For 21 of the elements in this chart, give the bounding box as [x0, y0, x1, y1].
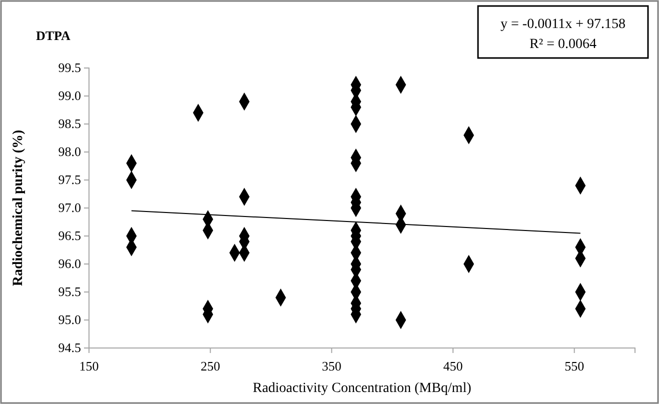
text: R² = 0.0064 — [530, 37, 596, 52]
y-tick-label: 96.5 — [58, 228, 81, 244]
x-tick-label: 350 — [322, 358, 342, 374]
y-axis-title: Radiochemical purity (%) — [11, 130, 26, 286]
x-tick-label: 150 — [79, 358, 99, 374]
y-tick-label: 95.5 — [58, 284, 81, 300]
text: y = -0.0011x + 97.158 — [500, 17, 626, 32]
y-tick-label: 97.0 — [58, 200, 81, 216]
y-tick-label: 96.0 — [58, 256, 81, 272]
y-tick-label: 97.5 — [58, 172, 81, 188]
x-tick-label: 250 — [200, 358, 220, 374]
y-tick-label: 98.5 — [58, 116, 81, 132]
y-tick-label: 95.0 — [58, 312, 81, 328]
y-tick-label: 94.5 — [58, 340, 81, 356]
y-tick-label: 99.0 — [58, 88, 81, 104]
x-tick-label: 450 — [443, 358, 463, 374]
x-tick-label: 550 — [564, 358, 584, 374]
x-axis-title: Radioactivity Concentration (MBq/ml) — [252, 381, 472, 396]
chart-title: DTPA — [36, 28, 72, 43]
y-tick-label: 99.5 — [58, 60, 81, 76]
y-tick-label: 98.0 — [58, 144, 81, 160]
